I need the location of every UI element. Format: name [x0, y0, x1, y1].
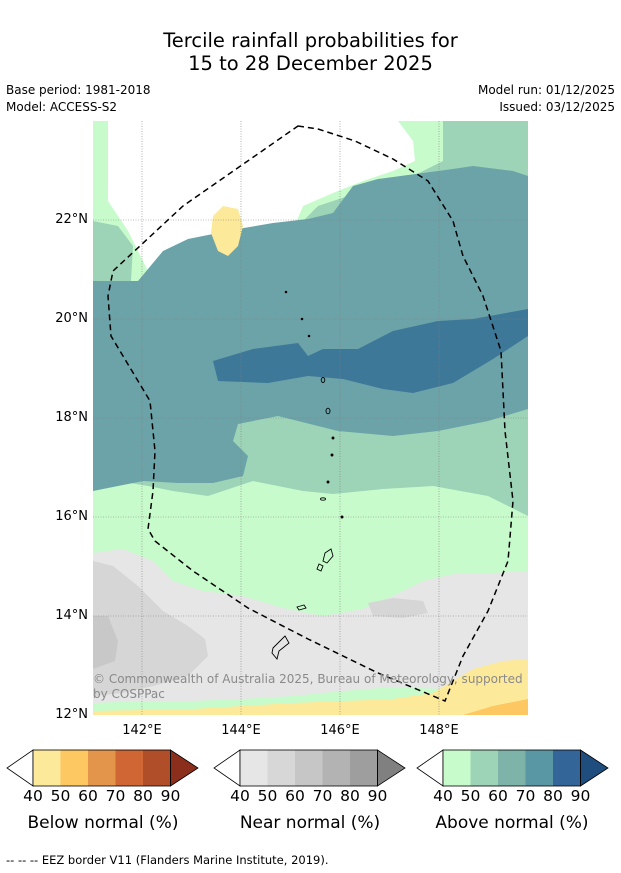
- cbar-below-high-arrow: [170, 749, 199, 787]
- cbar-near-tick-60: 60: [285, 787, 305, 805]
- cbar-below-tick-90: 90: [160, 787, 181, 805]
- tinian-island: [316, 563, 324, 572]
- lon-label-144e: 144°E: [221, 723, 261, 738]
- below-40-island-region: [211, 206, 243, 256]
- cbar-above-tick-60: 60: [488, 787, 508, 805]
- cbar-below-swatch-3: [88, 750, 116, 786]
- lat-label-20n: 20°N: [55, 311, 88, 326]
- above-70-region: [213, 309, 528, 393]
- map-title-line2: 15 to 28 December 2025: [188, 52, 433, 75]
- colorbar-near-normal: [213, 749, 406, 787]
- cbar-below-tick-50: 50: [50, 787, 71, 805]
- cbar-near-tick-70: 70: [312, 787, 333, 805]
- below-40-region: [93, 659, 528, 715]
- cbar-above-high-arrow: [580, 749, 609, 787]
- cbar-below-swatch-2: [60, 750, 88, 786]
- cbar-near-title: Near normal (%): [239, 813, 381, 833]
- cbar-below-title: Below normal (%): [27, 813, 179, 833]
- cbar-above-tick-40: 40: [433, 787, 453, 805]
- cbar-above-low-arrow: [416, 749, 444, 787]
- graticule: [93, 121, 528, 715]
- above-60-region: [93, 166, 528, 491]
- cbar-near-tick-80: 80: [340, 787, 360, 805]
- cbar-above-tick-70: 70: [515, 787, 536, 805]
- rainfall-probability-map: [93, 121, 528, 715]
- cbar-near-swatch-5: [350, 750, 378, 786]
- near-50-small-region: [368, 598, 428, 618]
- cbar-near-tick-50: 50: [257, 787, 278, 805]
- cbar-below-tick-40: 40: [23, 787, 43, 805]
- lon-label-148e: 148°E: [419, 723, 459, 738]
- cbar-near-swatch-1: [240, 750, 268, 786]
- cbar-above-tick-90: 90: [570, 787, 591, 805]
- islands: [271, 290, 344, 660]
- near-60-region: [93, 616, 118, 669]
- cbar-above-tick-80: 80: [543, 787, 563, 805]
- copyright-notice: © Commonwealth of Australia 2025, Bureau…: [93, 672, 523, 701]
- guam-island: [271, 635, 290, 660]
- cbar-above-swatch-2: [470, 750, 498, 786]
- saipan-island: [322, 548, 334, 564]
- lat-label-16n: 16°N: [55, 509, 88, 524]
- cbar-below-tick-70: 70: [105, 787, 126, 805]
- lat-label-12n: 12°N: [55, 707, 88, 722]
- cbar-below-tick-60: 60: [78, 787, 98, 805]
- cbar-above-swatch-3: [498, 750, 526, 786]
- cbar-near-tick-90: 90: [367, 787, 388, 805]
- below-50-region: [463, 699, 528, 715]
- cbar-above-swatch-1: [443, 750, 471, 786]
- lat-label-22n: 22°N: [55, 212, 88, 227]
- colorbar-below-normal: [6, 749, 199, 787]
- lon-label-142e: 142°E: [122, 723, 162, 738]
- cbar-near-swatch-4: [322, 750, 350, 786]
- cbar-above-swatch-5: [553, 750, 581, 786]
- issued-date: Issued: 03/12/2025: [499, 100, 615, 114]
- cbar-below-tick-80: 80: [133, 787, 153, 805]
- colorbar-above-normal: [416, 749, 609, 787]
- lat-label-14n: 14°N: [55, 608, 88, 623]
- cbar-above-title: Above normal (%): [435, 813, 589, 833]
- rota-island: [296, 604, 307, 611]
- cbar-below-swatch-5: [143, 750, 171, 786]
- near-50-region: [93, 561, 208, 696]
- model-name: Model: ACCESS-S2: [6, 100, 118, 114]
- cbar-near-high-arrow: [377, 749, 406, 787]
- model-run: Model run: 01/12/2025: [477, 83, 615, 97]
- cbar-below-low-arrow: [6, 749, 34, 787]
- cbar-below-swatch-4: [115, 750, 143, 786]
- cbar-above-tick-50: 50: [460, 787, 481, 805]
- eez-border: [107, 125, 514, 702]
- cbar-near-tick-40: 40: [230, 787, 250, 805]
- cbar-above-swatch-4: [525, 750, 553, 786]
- cbar-near-low-arrow: [213, 749, 241, 787]
- map-title-line1: Tercile rainfall probabilities for: [163, 29, 458, 52]
- base-period: Base period: 1981-2018: [6, 83, 151, 97]
- cbar-near-swatch-2: [267, 750, 295, 786]
- cbar-near-swatch-3: [295, 750, 323, 786]
- lon-label-146e: 146°E: [320, 723, 360, 738]
- lat-label-18n: 18°N: [55, 410, 88, 425]
- near-40-region: [93, 549, 528, 703]
- eez-footnote: -- -- -- EEZ border V11 (Flanders Marine…: [6, 853, 329, 867]
- cbar-below-swatch-1: [33, 750, 61, 786]
